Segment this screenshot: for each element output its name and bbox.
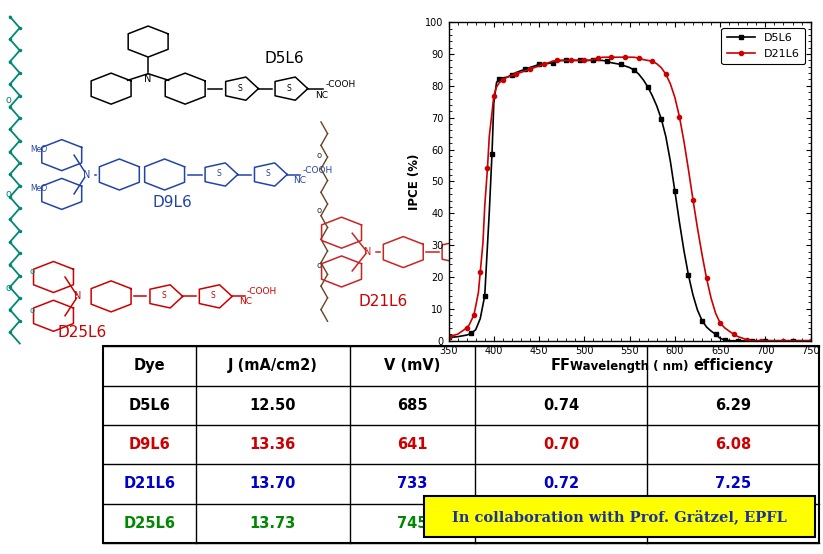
D21L6 xyxy=(502,74,512,80)
Text: efficiency: efficiency xyxy=(693,358,773,373)
Text: -COOH: -COOH xyxy=(303,166,333,175)
D5L6 xyxy=(444,334,453,341)
Text: -COOH: -COOH xyxy=(247,288,277,296)
Text: S: S xyxy=(237,84,242,93)
Text: MeO: MeO xyxy=(30,184,48,193)
Text: D5L6: D5L6 xyxy=(264,50,304,66)
X-axis label: Wavelength ( nm): Wavelength ( nm) xyxy=(570,360,689,373)
Text: 0.72: 0.72 xyxy=(543,476,579,491)
D5L6 xyxy=(621,63,630,69)
Text: In collaboration with Prof. Grätzel, EPFL: In collaboration with Prof. Grätzel, EPF… xyxy=(452,509,787,524)
Text: S: S xyxy=(161,291,166,300)
Text: 12.50: 12.50 xyxy=(249,398,296,413)
Text: S: S xyxy=(453,247,458,256)
Text: FF: FF xyxy=(551,358,571,373)
D5L6 xyxy=(693,307,703,314)
Text: S: S xyxy=(211,291,216,300)
Text: 7.05: 7.05 xyxy=(715,516,751,531)
D21L6 xyxy=(444,334,453,340)
Text: o: o xyxy=(30,267,35,276)
D21L6 xyxy=(516,69,526,76)
Text: D25L6: D25L6 xyxy=(58,325,107,340)
Text: o: o xyxy=(30,306,35,315)
Bar xyxy=(424,496,815,537)
Text: 7.25: 7.25 xyxy=(715,476,751,491)
D21L6 xyxy=(607,54,616,60)
Text: Dye: Dye xyxy=(133,358,165,373)
D5L6 xyxy=(476,315,486,322)
Text: 733: 733 xyxy=(398,476,428,491)
D5L6 xyxy=(566,57,576,64)
D5L6 xyxy=(733,337,743,344)
Text: V (mV): V (mV) xyxy=(384,358,441,373)
Text: o: o xyxy=(317,151,322,160)
Text: 0.69: 0.69 xyxy=(543,516,579,531)
Text: D21L6: D21L6 xyxy=(358,294,407,310)
Line: D21L6: D21L6 xyxy=(446,55,813,343)
Text: o: o xyxy=(317,206,322,215)
D21L6 xyxy=(706,295,716,301)
Text: NC: NC xyxy=(293,176,306,184)
Text: J (mA/cm2): J (mA/cm2) xyxy=(228,358,318,373)
D5L6 xyxy=(806,337,816,344)
Text: MeO: MeO xyxy=(30,145,48,154)
Text: o: o xyxy=(317,261,322,270)
Text: 0.74: 0.74 xyxy=(543,398,579,413)
D5L6 xyxy=(498,74,508,81)
Text: o: o xyxy=(5,95,12,105)
Text: 13.36: 13.36 xyxy=(250,437,296,452)
Text: 13.73: 13.73 xyxy=(250,516,296,531)
D21L6 xyxy=(588,57,598,63)
Text: D9L6: D9L6 xyxy=(153,194,193,210)
Text: N: N xyxy=(365,247,371,257)
D5L6 xyxy=(593,57,602,64)
Text: 0.70: 0.70 xyxy=(543,437,579,452)
Legend: D5L6, D21L6: D5L6, D21L6 xyxy=(722,28,805,64)
Bar xyxy=(103,346,819,543)
Y-axis label: IPCE (%): IPCE (%) xyxy=(408,153,421,209)
Text: S: S xyxy=(286,84,291,93)
Text: D5L6: D5L6 xyxy=(128,398,170,413)
Text: S: S xyxy=(216,170,221,178)
Text: N: N xyxy=(145,74,151,84)
Text: o: o xyxy=(5,283,12,293)
Text: 685: 685 xyxy=(398,398,428,413)
Text: 641: 641 xyxy=(398,437,428,452)
D21L6 xyxy=(715,320,725,326)
Text: S: S xyxy=(266,170,271,178)
Text: NC: NC xyxy=(315,91,328,100)
Text: 6.29: 6.29 xyxy=(715,398,751,413)
Text: N: N xyxy=(75,291,81,301)
Text: D9L6: D9L6 xyxy=(128,437,170,452)
Text: D21L6: D21L6 xyxy=(123,476,175,491)
D21L6 xyxy=(756,337,765,344)
D21L6 xyxy=(806,337,816,344)
Text: 13.70: 13.70 xyxy=(249,476,296,491)
Text: -COOH: -COOH xyxy=(325,80,356,89)
Line: D5L6: D5L6 xyxy=(446,58,813,343)
Text: D25L6: D25L6 xyxy=(123,516,175,531)
D5L6 xyxy=(552,58,562,64)
Text: 745: 745 xyxy=(398,516,428,531)
Text: 6.08: 6.08 xyxy=(715,437,751,452)
Text: N: N xyxy=(83,170,90,179)
Text: NC: NC xyxy=(239,297,252,306)
D21L6 xyxy=(520,68,530,74)
Text: o: o xyxy=(5,189,12,199)
